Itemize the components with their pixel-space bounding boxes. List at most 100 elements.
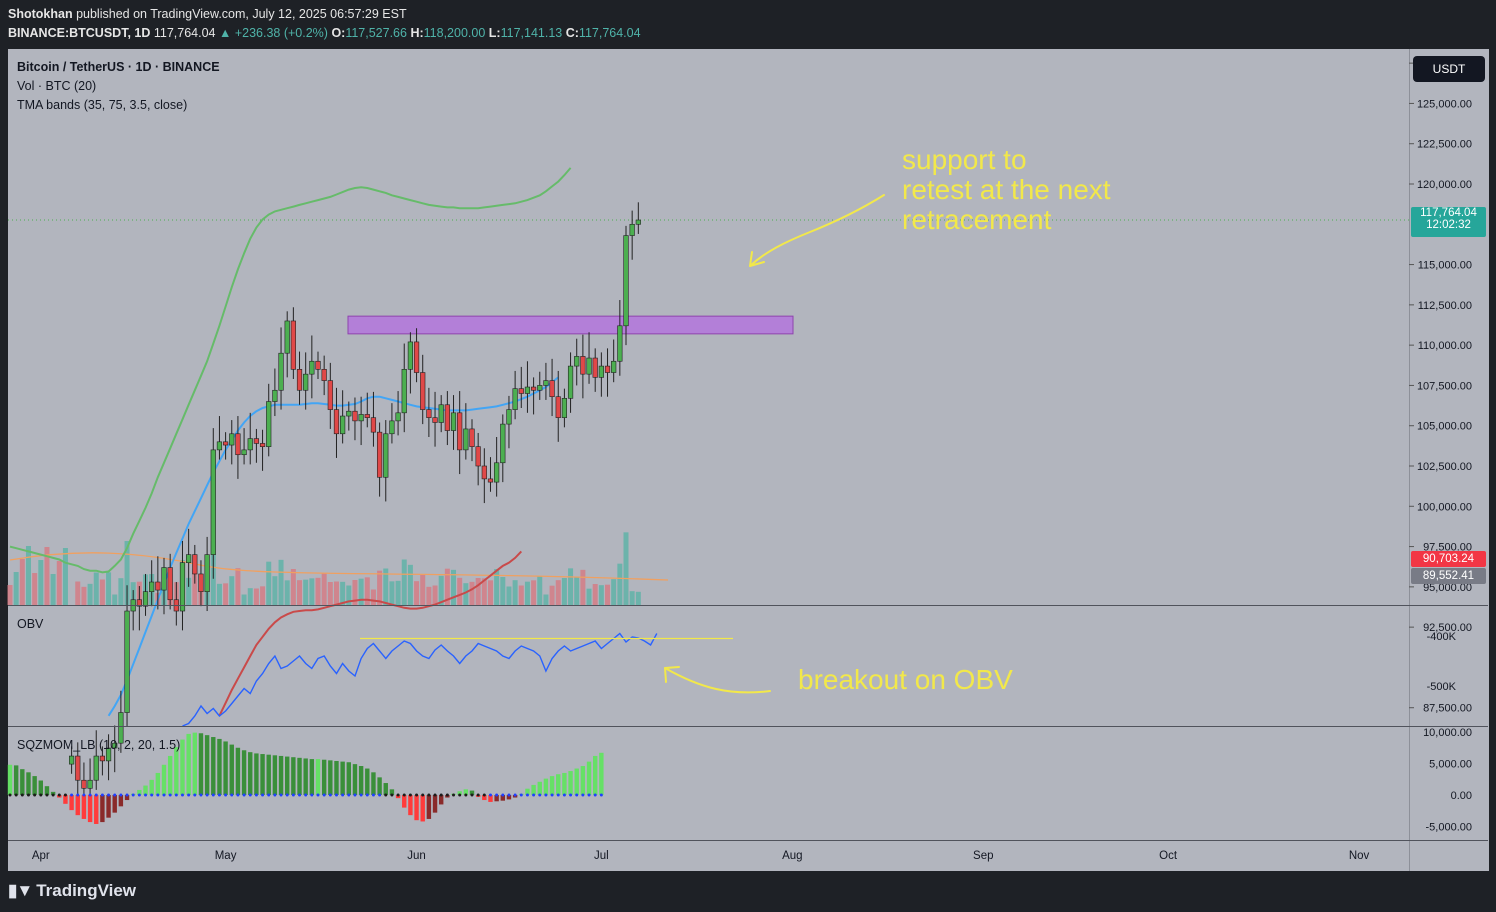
candle-up[interactable] [112, 742, 118, 749]
candle-up[interactable] [537, 385, 543, 391]
tradingview-logo[interactable]: ▮▼ TradingView [8, 881, 136, 901]
candle-up[interactable] [303, 373, 309, 391]
pane-separator-sqz[interactable] [8, 726, 1488, 727]
support-annotation[interactable]: support to retest at the next retracemen… [902, 145, 1111, 235]
candle-down[interactable] [192, 554, 198, 575]
candle-up[interactable] [574, 356, 580, 367]
candle-up[interactable] [383, 433, 389, 478]
candle-up[interactable] [611, 360, 617, 373]
obv-legend[interactable]: OBV [17, 617, 44, 631]
candle-up[interactable] [629, 223, 635, 236]
candle-up[interactable] [561, 398, 567, 418]
candle-up[interactable] [93, 755, 99, 781]
candle-up[interactable] [278, 352, 284, 391]
candle-down[interactable] [198, 573, 204, 592]
candle-down[interactable] [81, 779, 87, 789]
candle-down[interactable] [604, 365, 611, 373]
candle-up[interactable] [463, 428, 469, 451]
candle-up[interactable] [266, 401, 272, 447]
candle-up[interactable] [543, 380, 549, 386]
obv-path[interactable] [182, 632, 658, 727]
candle-down[interactable] [475, 446, 481, 467]
candle-down[interactable] [481, 465, 487, 480]
candle-up[interactable] [124, 610, 130, 713]
candle-up[interactable] [284, 320, 290, 354]
main-legend-title[interactable]: Bitcoin / TetherUS · 1D · BINANCE [17, 60, 220, 74]
candle-up[interactable] [586, 357, 592, 375]
candle-down[interactable] [549, 380, 555, 398]
candle-up[interactable] [309, 360, 315, 375]
candle-down[interactable] [223, 441, 229, 446]
candle-down[interactable] [592, 357, 598, 378]
chart-pane[interactable] [8, 49, 1409, 871]
candle-down[interactable] [518, 388, 524, 394]
obv-annotation[interactable]: breakout on OBV [798, 664, 1013, 695]
candle-up[interactable] [395, 412, 401, 422]
candle-down[interactable] [99, 755, 105, 762]
candle-up[interactable] [161, 567, 167, 591]
candle-down[interactable] [259, 443, 266, 447]
tma-legend[interactable]: TMA bands (35, 75, 3.5, close) [17, 98, 188, 112]
candle-up[interactable] [623, 235, 629, 327]
candle-down[interactable] [555, 396, 561, 418]
candle-up[interactable] [210, 449, 216, 555]
candle-down[interactable] [420, 372, 426, 410]
symbol-label[interactable]: BINANCE:BTCUSDT, 1D [8, 26, 151, 40]
candle-down[interactable] [364, 414, 370, 418]
candle-up[interactable] [216, 441, 223, 451]
candle-up[interactable] [450, 412, 457, 431]
tma-lower-band[interactable] [218, 550, 523, 717]
candle-down[interactable] [235, 433, 241, 456]
tma-mid-band[interactable] [107, 376, 559, 717]
candle-down[interactable] [457, 412, 463, 451]
candle-down[interactable] [136, 599, 142, 607]
sqzmom-legend[interactable]: SQZMOM_LB (10, 2, 20, 1.5) [17, 738, 181, 752]
candle-down[interactable] [413, 341, 420, 373]
candle-up[interactable] [401, 369, 407, 414]
author-name[interactable]: Shotokhan [8, 7, 73, 21]
candle-up[interactable] [87, 779, 93, 789]
candle-down[interactable] [327, 380, 333, 410]
candle-up[interactable] [506, 409, 512, 425]
candle-down[interactable] [530, 386, 537, 391]
candle-down[interactable] [167, 567, 173, 601]
candle-up[interactable] [229, 433, 235, 446]
candle-up[interactable] [524, 386, 531, 394]
pane-separator-obv[interactable] [8, 605, 1488, 606]
candle-up[interactable] [272, 389, 278, 402]
candle-up[interactable] [346, 410, 352, 417]
candle-up[interactable] [340, 415, 346, 435]
candle-down[interactable] [444, 404, 450, 431]
candle-down[interactable] [426, 409, 432, 418]
tma-upper-band[interactable] [9, 167, 572, 574]
candle-up[interactable] [69, 755, 75, 765]
candle-down[interactable] [321, 369, 327, 381]
candle-up[interactable] [617, 325, 623, 362]
candle-down[interactable] [155, 581, 161, 591]
candle-up[interactable] [241, 449, 247, 456]
candle-down[interactable] [580, 356, 586, 375]
volume-legend[interactable]: Vol · BTC (20) [17, 79, 97, 93]
candle-up[interactable] [118, 712, 124, 744]
candle-up[interactable] [407, 341, 414, 370]
candle-up[interactable] [567, 365, 574, 399]
candle-up[interactable] [389, 420, 395, 435]
candle-down[interactable] [315, 360, 321, 370]
candle-up[interactable] [358, 414, 364, 422]
candle-down[interactable] [352, 410, 358, 422]
candle-up[interactable] [204, 554, 210, 592]
candle-down[interactable] [296, 369, 303, 391]
candle-up[interactable] [247, 438, 253, 451]
candle-up[interactable] [500, 423, 506, 464]
candle-down[interactable] [253, 438, 260, 444]
candle-up[interactable] [186, 554, 192, 563]
resistance-zone[interactable] [347, 315, 794, 335]
candle-down[interactable] [370, 417, 377, 433]
candle-down[interactable] [333, 409, 340, 435]
candle-down[interactable] [487, 478, 494, 483]
candle-up[interactable] [142, 591, 149, 607]
candle-down[interactable] [432, 417, 438, 423]
candle-up[interactable] [635, 219, 641, 225]
candle-down[interactable] [469, 428, 475, 447]
candle-up[interactable] [105, 747, 112, 762]
